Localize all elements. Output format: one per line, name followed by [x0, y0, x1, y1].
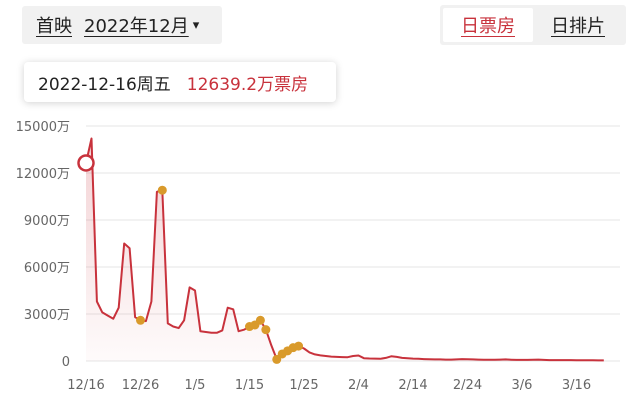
x-tick-label: 2/14 [398, 378, 427, 393]
filter-label: 首映 [36, 16, 72, 37]
data-point-marker [261, 325, 271, 335]
box-office-line [85, 137, 604, 362]
selected-point[interactable] [77, 154, 95, 172]
data-tooltip: 2022-12-16周五 12639.2万票房 [24, 62, 336, 102]
x-tick-label: 1/25 [289, 378, 318, 393]
chevron-down-icon[interactable]: ▾ [192, 17, 200, 33]
x-tick-label: 2/4 [348, 378, 369, 393]
x-tick-label: 12/26 [122, 378, 159, 393]
release-month-filter[interactable]: 首映 2022年12月 ▾ [22, 6, 222, 44]
data-point-marker [272, 354, 282, 364]
filter-month[interactable]: 2022年12月 [84, 16, 189, 37]
box-office-area [86, 138, 604, 361]
data-point-marker [157, 185, 167, 195]
y-tick-label: 12000万 [16, 167, 70, 182]
tooltip-value: 12639.2万票房 [186, 74, 309, 95]
tab-daily-screenings[interactable]: 日排片 [551, 16, 605, 37]
y-tick-label: 3000万 [24, 308, 70, 323]
y-tick-label: 6000万 [24, 261, 70, 276]
data-point-marker [255, 315, 265, 325]
y-tick-label: 0 [62, 355, 70, 370]
metric-tabs: 日票房 日排片 [440, 5, 626, 45]
x-tick-label: 3/16 [562, 378, 591, 393]
y-tick-label: 9000万 [24, 214, 70, 229]
y-tick-label: 15000万 [16, 120, 70, 135]
data-point-marker [136, 315, 145, 325]
tooltip-date: 2022-12-16周五 [38, 74, 171, 95]
x-tick-label: 1/15 [235, 378, 264, 393]
tab-daily-box-office[interactable]: 日票房 [443, 8, 533, 42]
x-tick-label: 3/6 [512, 378, 533, 393]
data-point-marker [294, 341, 304, 351]
x-tick-label: 2/24 [453, 378, 482, 393]
x-tick-label: 12/16 [67, 378, 104, 393]
x-tick-label: 1/5 [185, 378, 206, 393]
